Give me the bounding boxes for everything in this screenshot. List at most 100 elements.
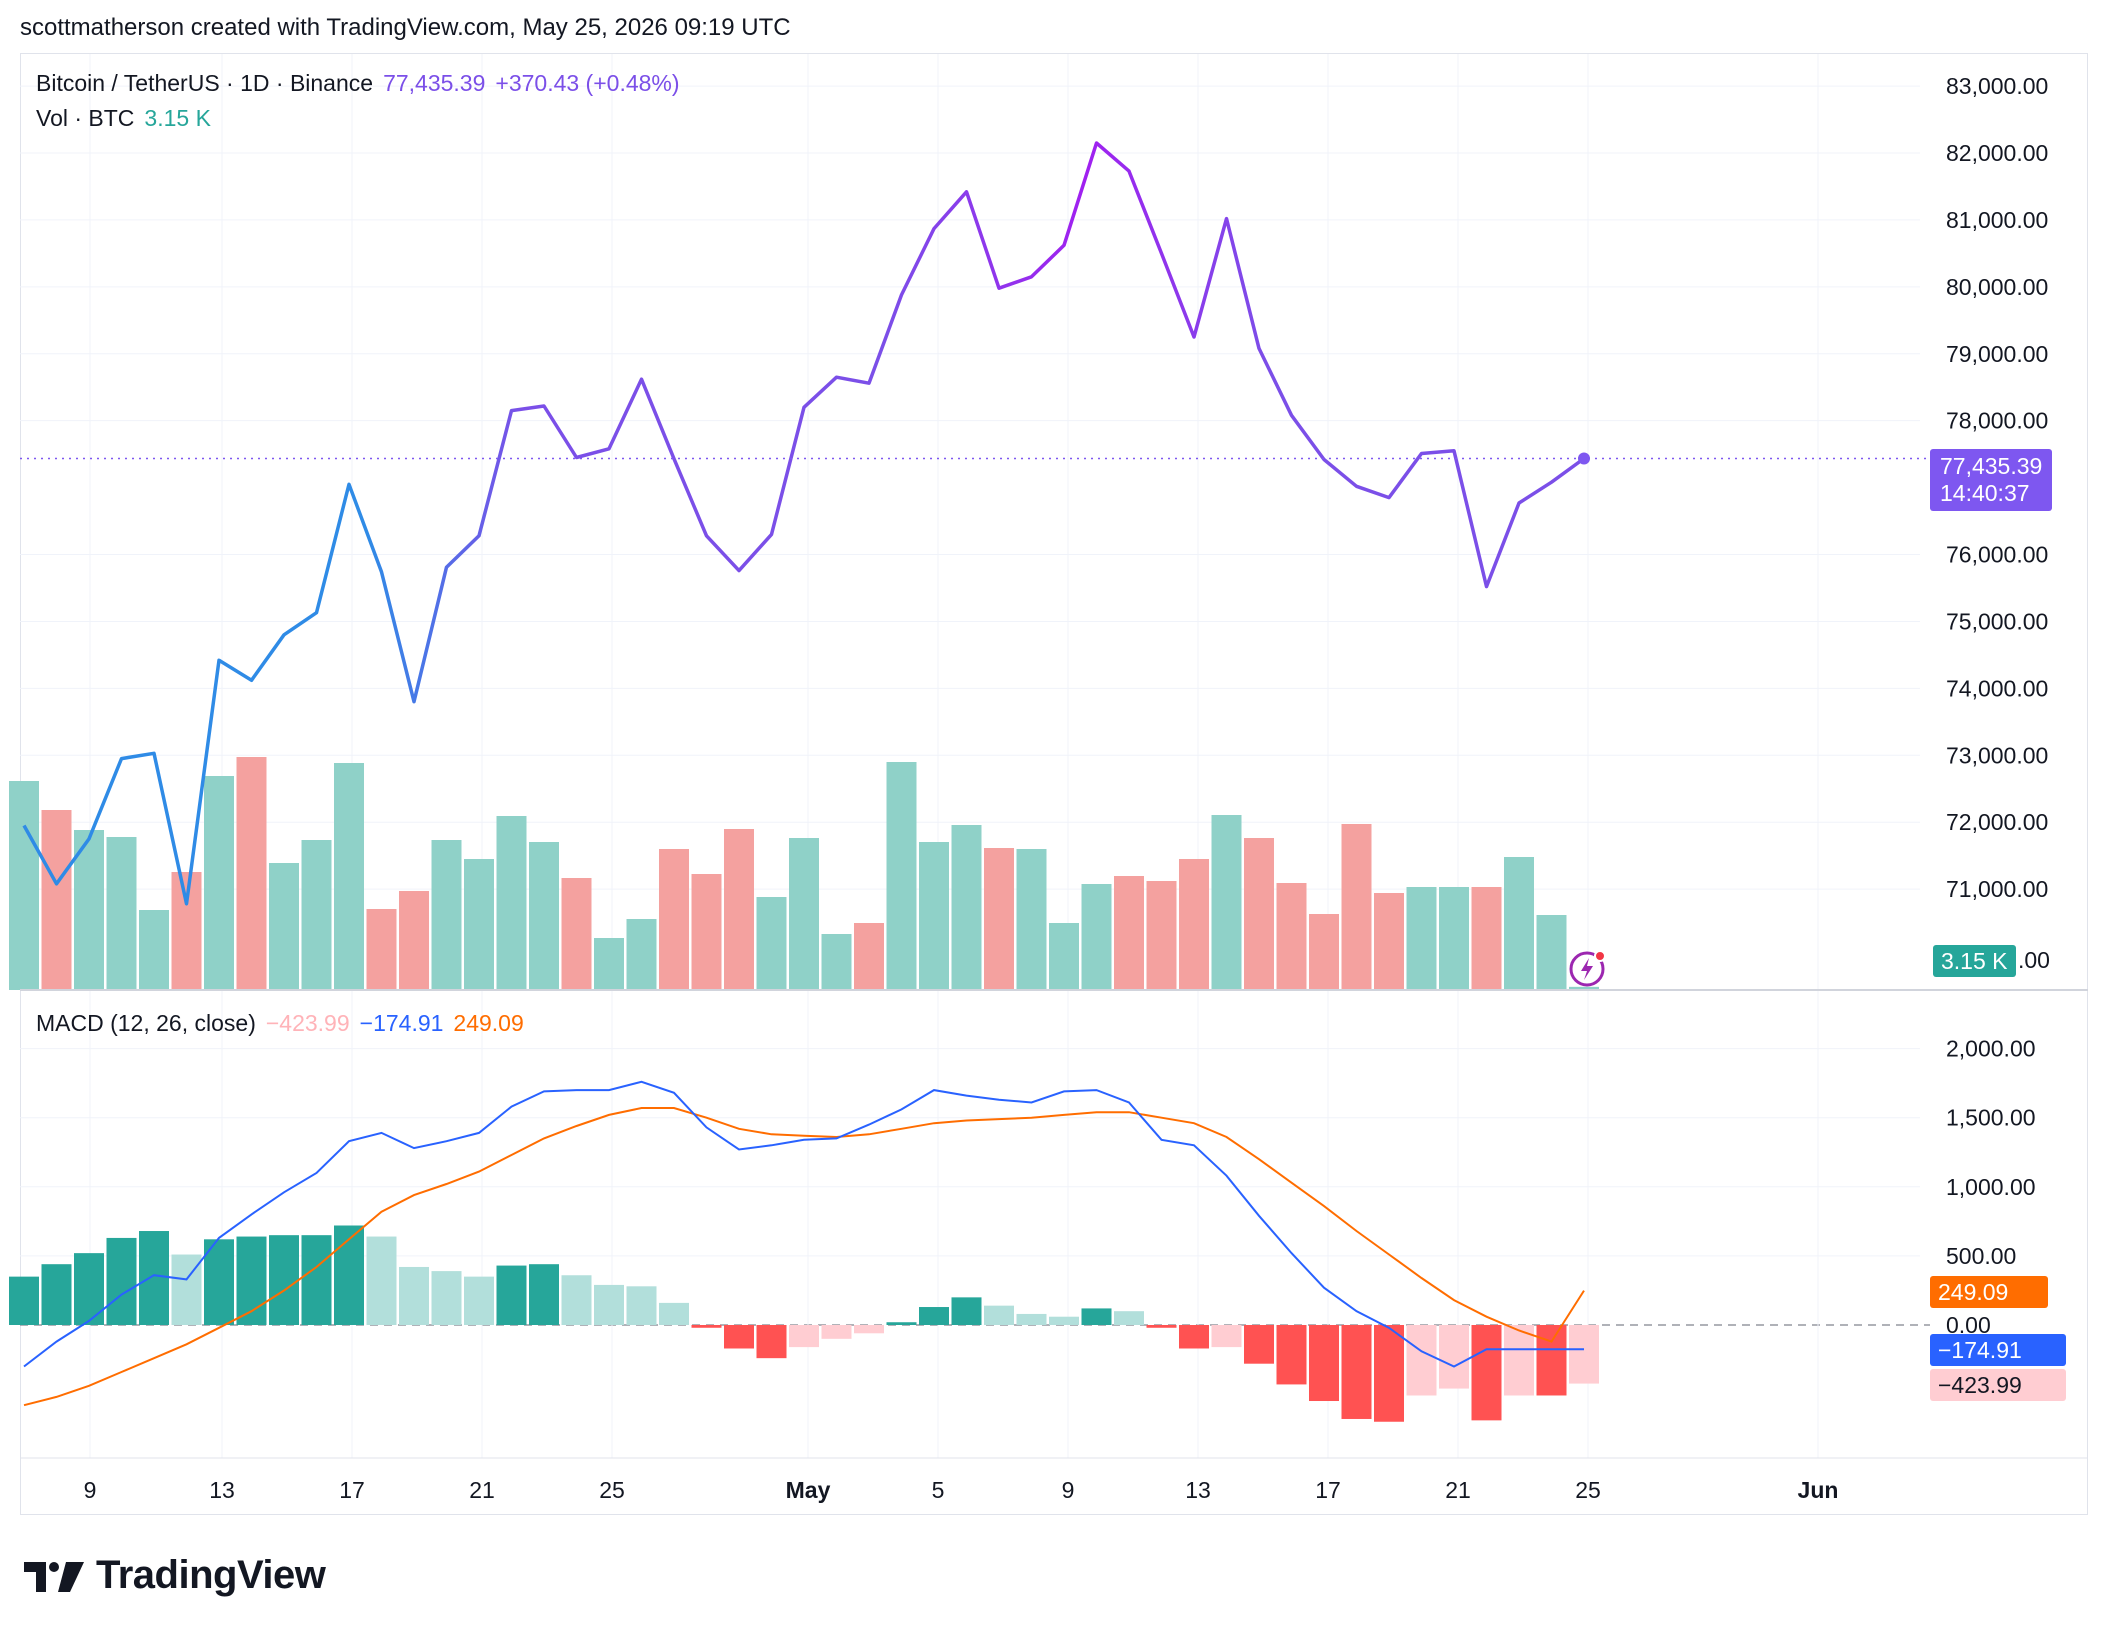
volume-bar [919,842,949,990]
price-tick-label: 83,000.00 [1946,73,2048,99]
macd-histogram-bar [724,1325,754,1349]
macd-histogram-bar [854,1325,884,1334]
macd-histogram-bar [1081,1308,1112,1325]
time-tick-label: 9 [84,1477,97,1503]
chart-credit: scottmatherson created with TradingView.… [20,14,791,41]
macd-signal-value: 249.09 [453,1010,524,1036]
volume-bar [1114,876,1144,990]
axis-labels: 71,000.00 72,000.00 73,000.00 74,000.00 75,0… [84,73,2050,1503]
macd-tick-label: 500.00 [1946,1243,2016,1269]
price-badge-value: 77,435.39 [1940,453,2043,479]
volume-bar [756,897,787,990]
volume-bar [399,891,429,990]
macd-lines [23,1080,1585,1407]
volume-legend: Vol · BTC 3.15 K [36,105,221,132]
macd-hist-value: −423.99 [265,1010,350,1036]
macd-histogram-bar [756,1325,787,1359]
price-tick-label: 76,000.00 [1946,542,2048,568]
macd-tick-label: 0.00 [1946,1312,1991,1338]
volume-bar [139,910,169,990]
last-price: 77,435.39 [383,70,486,96]
price-change: +370.43 (+0.48%) [495,70,680,96]
volume-bar [1536,915,1567,990]
volume-bar [691,874,722,990]
volume-bar [1569,986,1599,990]
macd-histogram-bar [1406,1325,1437,1396]
time-tick-label: 17 [339,1477,365,1503]
volume-bar [1439,887,1469,990]
volume-bar [1504,857,1534,990]
volume-bar [789,838,819,990]
macd-histogram-bar [951,1297,982,1325]
volume-bar [886,762,917,990]
price-tick-label: 72,000.00 [1946,809,2048,835]
volume-bar [236,757,267,990]
time-tick-label: Jun [1798,1477,1839,1503]
volume-value: 3.15 K [144,105,211,131]
macd-histogram-bar [789,1325,819,1348]
symbol-title[interactable]: Bitcoin / TetherUS · 1D · Binance [36,70,374,96]
macd-histogram-bar [659,1302,689,1325]
volume-bars [9,757,1599,990]
macd-histogram-bar [1179,1325,1209,1349]
macd-histogram-bar [139,1231,169,1325]
macd-histogram-bar [464,1276,494,1325]
price-badge-countdown: 14:40:37 [1940,480,2030,506]
volume-bar [464,859,494,990]
tradingview-mark-icon [24,1561,84,1592]
time-tick-label: 21 [1445,1477,1471,1503]
volume-bar [1081,884,1112,990]
volume-bar [204,776,234,990]
macd-histogram-bar [399,1266,429,1325]
volume-bar [821,934,852,990]
macd-histogram-bar [1536,1325,1567,1396]
price-tick-label: 78,000.00 [1946,408,2048,434]
macd-histogram-bar [1309,1325,1339,1402]
tradingview-brand: TradingView [96,1553,326,1597]
volume-bar [366,909,397,990]
macd-histogram-bar [626,1286,657,1325]
macd-histogram-bar [269,1235,299,1325]
time-tick-label: 13 [209,1477,235,1503]
macd-signal-line [23,1107,1585,1407]
volume-bar [1471,887,1502,990]
volume-bar [1146,881,1177,990]
macd-tick-label: 1,500.00 [1946,1105,2036,1131]
macd-line [23,1080,1584,1368]
volume-bar [659,849,689,990]
macd-histogram-bar [1114,1311,1144,1325]
macd-line-value: −174.91 [359,1010,444,1036]
volume-bar [1374,893,1404,990]
volume-bar [1309,914,1339,990]
time-tick-label: 5 [932,1477,945,1503]
volume-bar [724,829,754,990]
volume-title[interactable]: Vol · BTC [36,105,135,131]
macd-tick-label: 1,000.00 [1946,1174,2036,1200]
macd-histogram-bar [1146,1325,1177,1328]
volume-bar [269,863,299,990]
grid-lines [20,54,1930,1458]
macd-histogram-bar [1276,1325,1307,1385]
time-tick-label: 25 [599,1477,625,1503]
macd-histogram-bar [1504,1325,1534,1396]
volume-bar [1016,849,1047,990]
price-legend: Bitcoin / TetherUS · 1D · Binance 77,435.… [36,70,690,97]
macd-histogram-bar [106,1237,137,1325]
price-tick-label: 74,000.00 [1946,675,2048,701]
macd-histogram-bar [9,1276,39,1325]
tradingview-logo[interactable]: TradingView [22,1553,326,1598]
macd-title[interactable]: MACD (12, 26, close) [36,1010,256,1036]
macd-histogram-bar [529,1264,559,1325]
lightning-bolt-icon[interactable] [1568,948,1608,988]
time-tick-label: 9 [1062,1477,1075,1503]
macd-histogram-bar [1049,1316,1079,1325]
macd-tick-label: 2,000.00 [1946,1036,2036,1062]
macd-histogram-bar [366,1236,397,1325]
volume-bar [984,848,1014,990]
volume-bar [1244,838,1274,990]
volume-bar [951,825,982,990]
macd-histogram-bar [204,1239,234,1325]
last-price-dot [1578,452,1590,465]
macd-histogram-bar [334,1225,364,1325]
